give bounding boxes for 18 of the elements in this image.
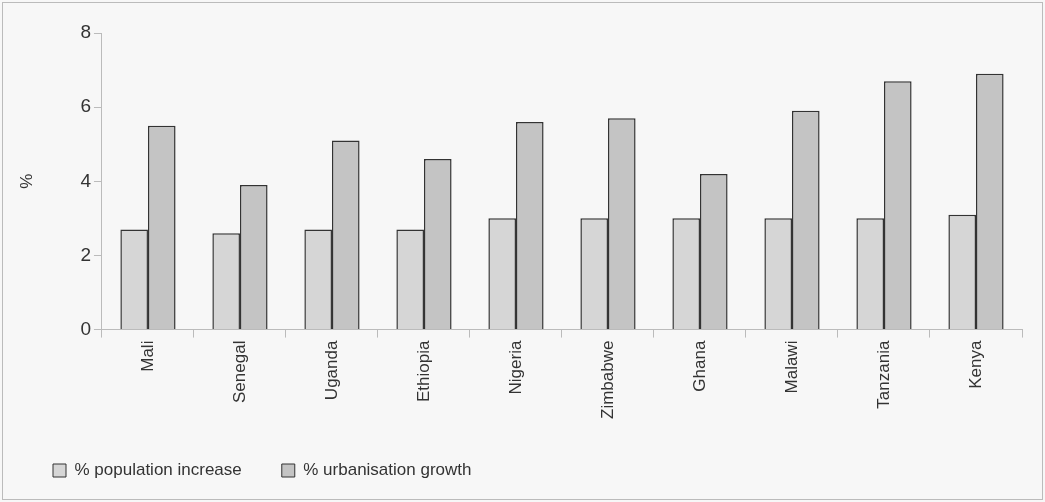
y-tick-label: 6 bbox=[80, 95, 91, 117]
x-tick-label: Ghana bbox=[689, 340, 709, 392]
y-tick-label: 4 bbox=[80, 169, 92, 191]
legend-label: % population increase bbox=[74, 460, 242, 480]
y-tick-label: 2 bbox=[80, 243, 91, 265]
x-tick-label: Mali bbox=[137, 340, 157, 372]
y-tick-label: 8 bbox=[80, 21, 91, 43]
x-tick-label: Zimbabwe bbox=[597, 340, 617, 419]
x-tick-label: Senegal bbox=[229, 340, 249, 403]
x-tick-label: Nigeria bbox=[505, 340, 525, 395]
y-tick-label: 0 bbox=[80, 317, 91, 339]
x-tick-label: Malawi bbox=[781, 340, 801, 394]
x-tick-label: Uganda bbox=[321, 340, 341, 401]
legend-label: % urbanisation growth bbox=[303, 460, 472, 480]
x-tick-label: Kenya bbox=[965, 340, 985, 389]
y-axis-title: % bbox=[16, 173, 36, 189]
x-tick-label: Ethiopia bbox=[413, 340, 433, 403]
x-tick-label: Tanzania bbox=[873, 340, 893, 409]
